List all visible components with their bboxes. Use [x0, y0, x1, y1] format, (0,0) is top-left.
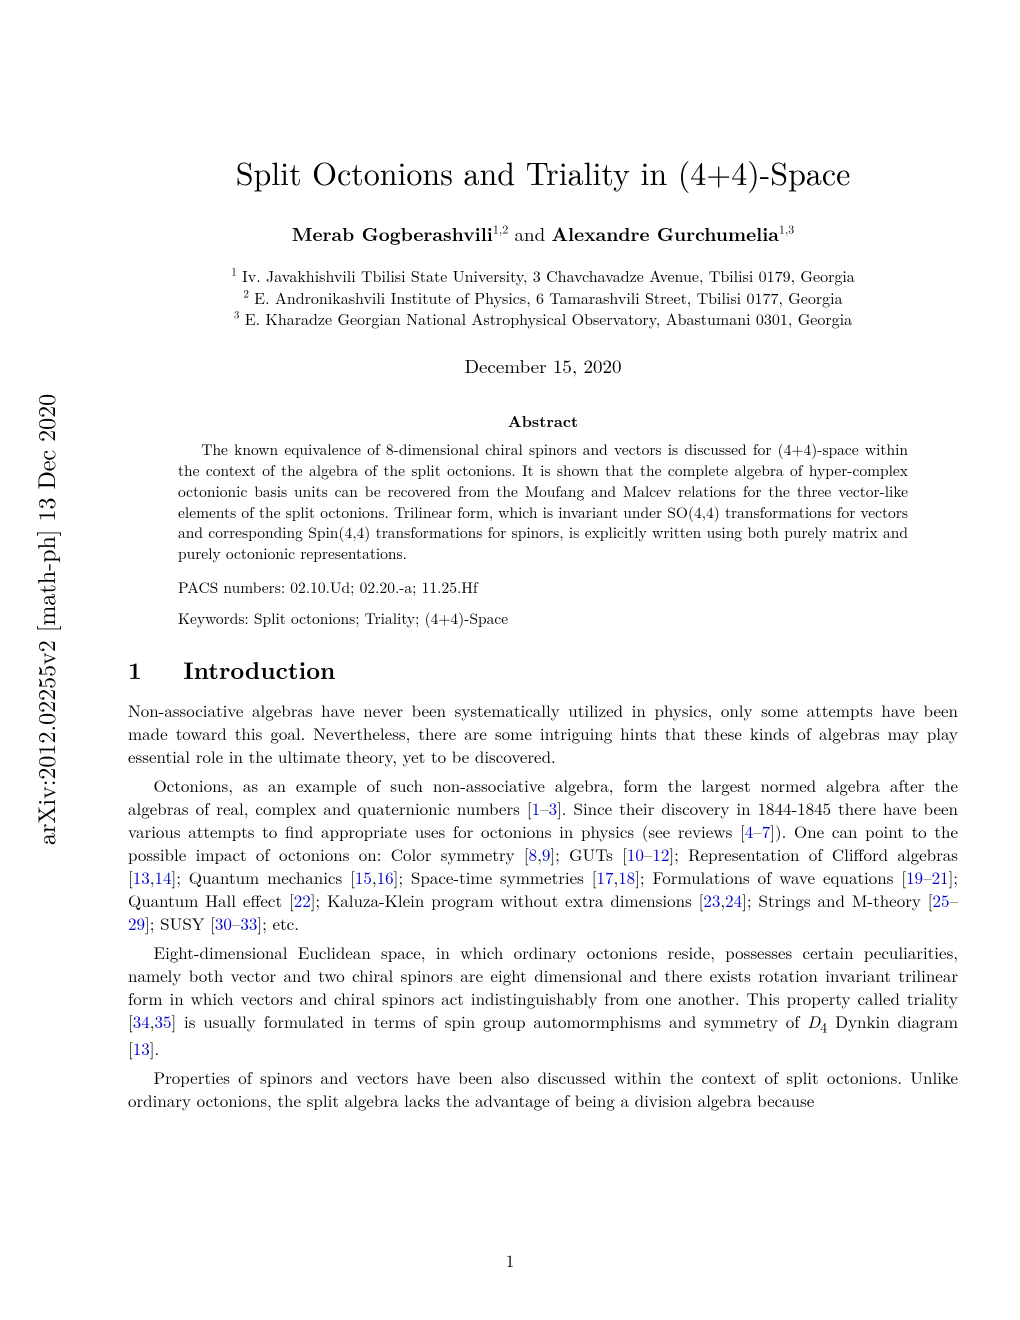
affil-2-text: E. Andronikashvili Institute of Physics,…: [249, 286, 843, 309]
arxiv-id: arXiv:2012.02255v2 [math-ph] 13 Dec 2020: [28, 394, 62, 845]
p2-t7: ]; Space-time symmetries [: [394, 865, 597, 889]
dynkin-D: D: [807, 1009, 820, 1033]
cite-8[interactable]: 8: [529, 842, 538, 866]
affiliations-block: 1 Iv. Javakhishvili Tbilisi State Univer…: [128, 265, 958, 330]
affiliation-2: 2 E. Andronikashvili Institute of Physic…: [128, 287, 958, 309]
p2-dash2: –: [753, 819, 762, 843]
cite-35[interactable]: 35: [154, 1009, 171, 1033]
author-2-name: Alexandre Gurchumelia: [552, 219, 779, 247]
cite-22[interactable]: 22: [294, 888, 311, 912]
paper-date: December 15, 2020: [128, 352, 958, 379]
section-1-number: 1: [128, 653, 142, 687]
cite-10[interactable]: 10: [627, 842, 644, 866]
abstract-block: Abstract The known equivalence of 8-dime…: [178, 409, 908, 630]
author-conjunction: and: [508, 220, 551, 247]
cite-29[interactable]: 29: [128, 911, 145, 935]
affil-3-text: E. Kharadze Georgian National Astrophysi…: [239, 307, 852, 330]
p3-t2: ] is usually formulated in terms of spin…: [171, 1009, 807, 1033]
affil-1-text: Iv. Javakhishvili Tbilisi State Universi…: [237, 264, 855, 287]
p2-dash1: –: [540, 796, 549, 820]
para-3: Eight-dimensional Euclidean space, in wh…: [128, 941, 958, 1060]
author-2-affil-sup: 1,3: [779, 221, 794, 238]
cite-7[interactable]: 7: [762, 819, 771, 843]
section-1-title: Introduction: [183, 653, 335, 687]
cite-1[interactable]: 1: [532, 796, 541, 820]
cite-34[interactable]: 34: [133, 1009, 150, 1033]
cite-23[interactable]: 23: [703, 888, 720, 912]
section-1-heading: 1 Introduction: [128, 653, 958, 687]
affiliation-3: 3 E. Kharadze Georgian National Astrophy…: [128, 308, 958, 330]
arxiv-watermark: arXiv:2012.02255v2 [math-ph] 13 Dec 2020: [28, 394, 62, 845]
cite-16[interactable]: 16: [377, 865, 394, 889]
p2-t10: ]; Kaluza-Klein program without extra di…: [311, 888, 704, 912]
para-1: Non-associative algebras have never been…: [128, 699, 958, 768]
cite-21[interactable]: 21: [932, 865, 949, 889]
p2-t8: ]; Formulations of wave equations [: [635, 865, 906, 889]
p2-dash4: –: [923, 865, 932, 889]
pacs-line: PACS numbers: 02.10.Ud; 02.20.-a; 11.25.…: [178, 577, 908, 598]
cite-12[interactable]: 12: [652, 842, 669, 866]
cite-33[interactable]: 33: [240, 911, 257, 935]
cite-30[interactable]: 30: [215, 911, 232, 935]
page-number: 1: [0, 1248, 1020, 1272]
cite-15[interactable]: 15: [355, 865, 372, 889]
para-2: Octonions, as an example of such non-ass…: [128, 774, 958, 935]
p2-t11: ]; Strings and M-theory [: [742, 888, 932, 912]
author-1-affil-sup: 1,2: [493, 221, 508, 238]
author-1-name: Merab Gogberashvili: [292, 219, 493, 247]
cite-3[interactable]: 3: [549, 796, 558, 820]
cite-13[interactable]: 13: [133, 865, 150, 889]
paper-title: Split Octonions and Triality in (4+4)-Sp…: [128, 150, 958, 195]
cite-4[interactable]: 4: [745, 819, 754, 843]
p2-t12: ]; SUSY [: [145, 911, 215, 935]
cite-25[interactable]: 25: [932, 888, 949, 912]
cite-24[interactable]: 24: [725, 888, 742, 912]
p2-t13: ]; etc.: [257, 911, 299, 935]
cite-17[interactable]: 17: [596, 865, 613, 889]
affiliation-1: 1 Iv. Javakhishvili Tbilisi State Univer…: [128, 265, 958, 287]
cite-13b[interactable]: 13: [133, 1036, 150, 1060]
paper-page: arXiv:2012.02255v2 [math-ph] 13 Dec 2020…: [0, 0, 1020, 1320]
p3-t4: ].: [150, 1036, 159, 1060]
cite-19[interactable]: 19: [906, 865, 923, 889]
p2-t6: ]; Quantum mechanics [: [171, 865, 354, 889]
keywords-line: Keywords: Split octonions; Triality; (4+…: [178, 608, 908, 629]
content-column: Split Octonions and Triality in (4+4)-Sp…: [128, 150, 958, 1118]
cite-14[interactable]: 14: [154, 865, 171, 889]
p2-dash5: –: [949, 888, 958, 912]
abstract-body: The known equivalence of 8-dimensional c…: [178, 440, 908, 566]
para-4: Properties of spinors and vectors have b…: [128, 1066, 958, 1112]
abstract-heading: Abstract: [178, 409, 908, 432]
author-line: Merab Gogberashvili1,2 and Alexandre Gur…: [128, 219, 958, 247]
cite-18[interactable]: 18: [618, 865, 635, 889]
p2-t4: ]; GUTs [: [550, 842, 627, 866]
